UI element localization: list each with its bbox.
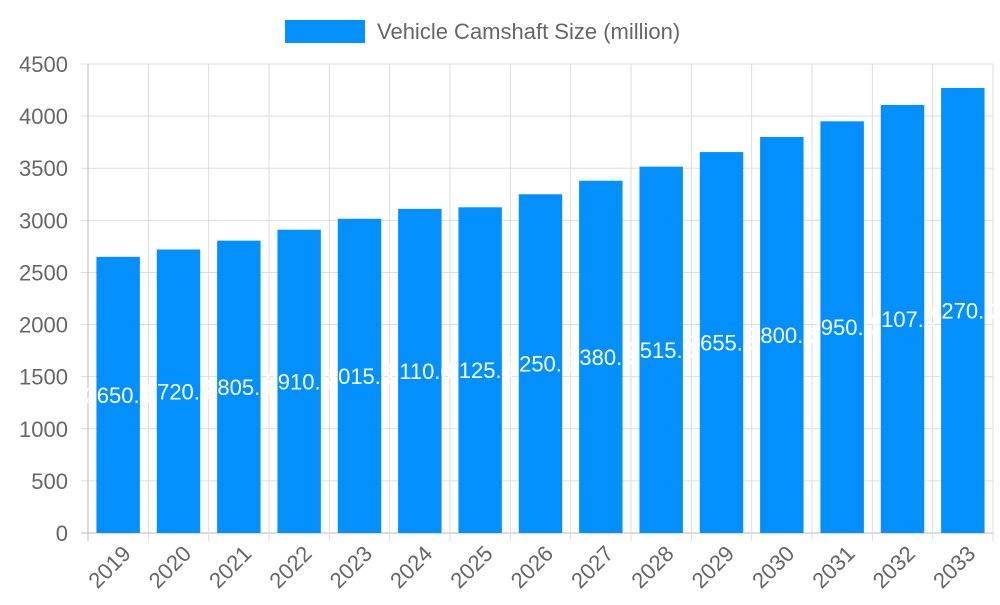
data-label: 2720.0	[145, 379, 212, 404]
x-tick-label: 2019	[83, 541, 135, 593]
bar	[458, 207, 502, 534]
data-label: 4107.0	[869, 307, 936, 332]
data-label: 3015.0	[326, 364, 393, 389]
data-label: 3515.0	[628, 338, 695, 363]
y-tick-label: 4500	[19, 52, 68, 77]
x-tick-label: 2023	[325, 541, 377, 593]
y-tick-label: 2500	[19, 260, 68, 285]
bar	[760, 136, 804, 533]
bar	[156, 249, 201, 533]
data-label: 2650.0	[85, 383, 152, 408]
x-tick-label: 2030	[747, 541, 799, 593]
data-label: 2910.0	[266, 369, 333, 394]
bar	[880, 104, 925, 533]
x-tick-label: 2031	[807, 541, 859, 593]
bar	[217, 240, 261, 533]
legend-swatch	[285, 20, 365, 43]
x-tick-label: 2024	[385, 541, 437, 593]
y-tick-label: 3000	[19, 208, 68, 233]
data-label: 4270.0	[929, 298, 996, 323]
x-tick-label: 2022	[264, 541, 316, 593]
data-label: 2805.0	[205, 375, 272, 400]
x-tick-label: 2020	[144, 541, 196, 593]
bar	[820, 121, 864, 534]
data-label: 3380.0	[567, 345, 634, 370]
data-label: 3250.0	[507, 352, 574, 377]
bar	[277, 229, 321, 534]
x-tick-label: 2032	[868, 541, 920, 593]
bar	[398, 208, 442, 533]
y-tick-label: 1500	[19, 365, 68, 390]
y-tick-label: 500	[31, 469, 68, 494]
bar	[96, 256, 140, 533]
y-tick-label: 4000	[19, 104, 68, 129]
data-label: 3655.0	[688, 331, 755, 356]
y-tick-label: 1000	[19, 417, 68, 442]
x-tick-label: 2029	[687, 541, 739, 593]
data-label: 3125.0	[447, 358, 514, 383]
data-label: 3110.0	[387, 359, 453, 384]
data-label: 3950.0	[809, 315, 876, 340]
y-tick-label: 0	[56, 521, 68, 546]
bar	[699, 152, 744, 533]
y-tick-label: 3500	[19, 156, 68, 181]
bar	[579, 180, 623, 533]
bar	[639, 166, 683, 534]
x-tick-label: 2026	[506, 541, 558, 593]
legend[interactable]: Vehicle Camshaft Size (million)	[285, 19, 680, 44]
bar	[941, 87, 985, 534]
x-tick-label: 2021	[204, 541, 256, 593]
y-tick-label: 2000	[19, 313, 68, 338]
data-label: 3800.0	[748, 323, 815, 348]
x-tick-label: 2025	[445, 541, 497, 593]
bar	[518, 194, 563, 533]
bar	[337, 218, 382, 533]
x-tick-label: 2027	[566, 541, 618, 593]
x-tick-label: 2028	[626, 541, 678, 593]
x-tick-label: 2033	[928, 541, 980, 593]
legend-label: Vehicle Camshaft Size (million)	[377, 19, 680, 44]
